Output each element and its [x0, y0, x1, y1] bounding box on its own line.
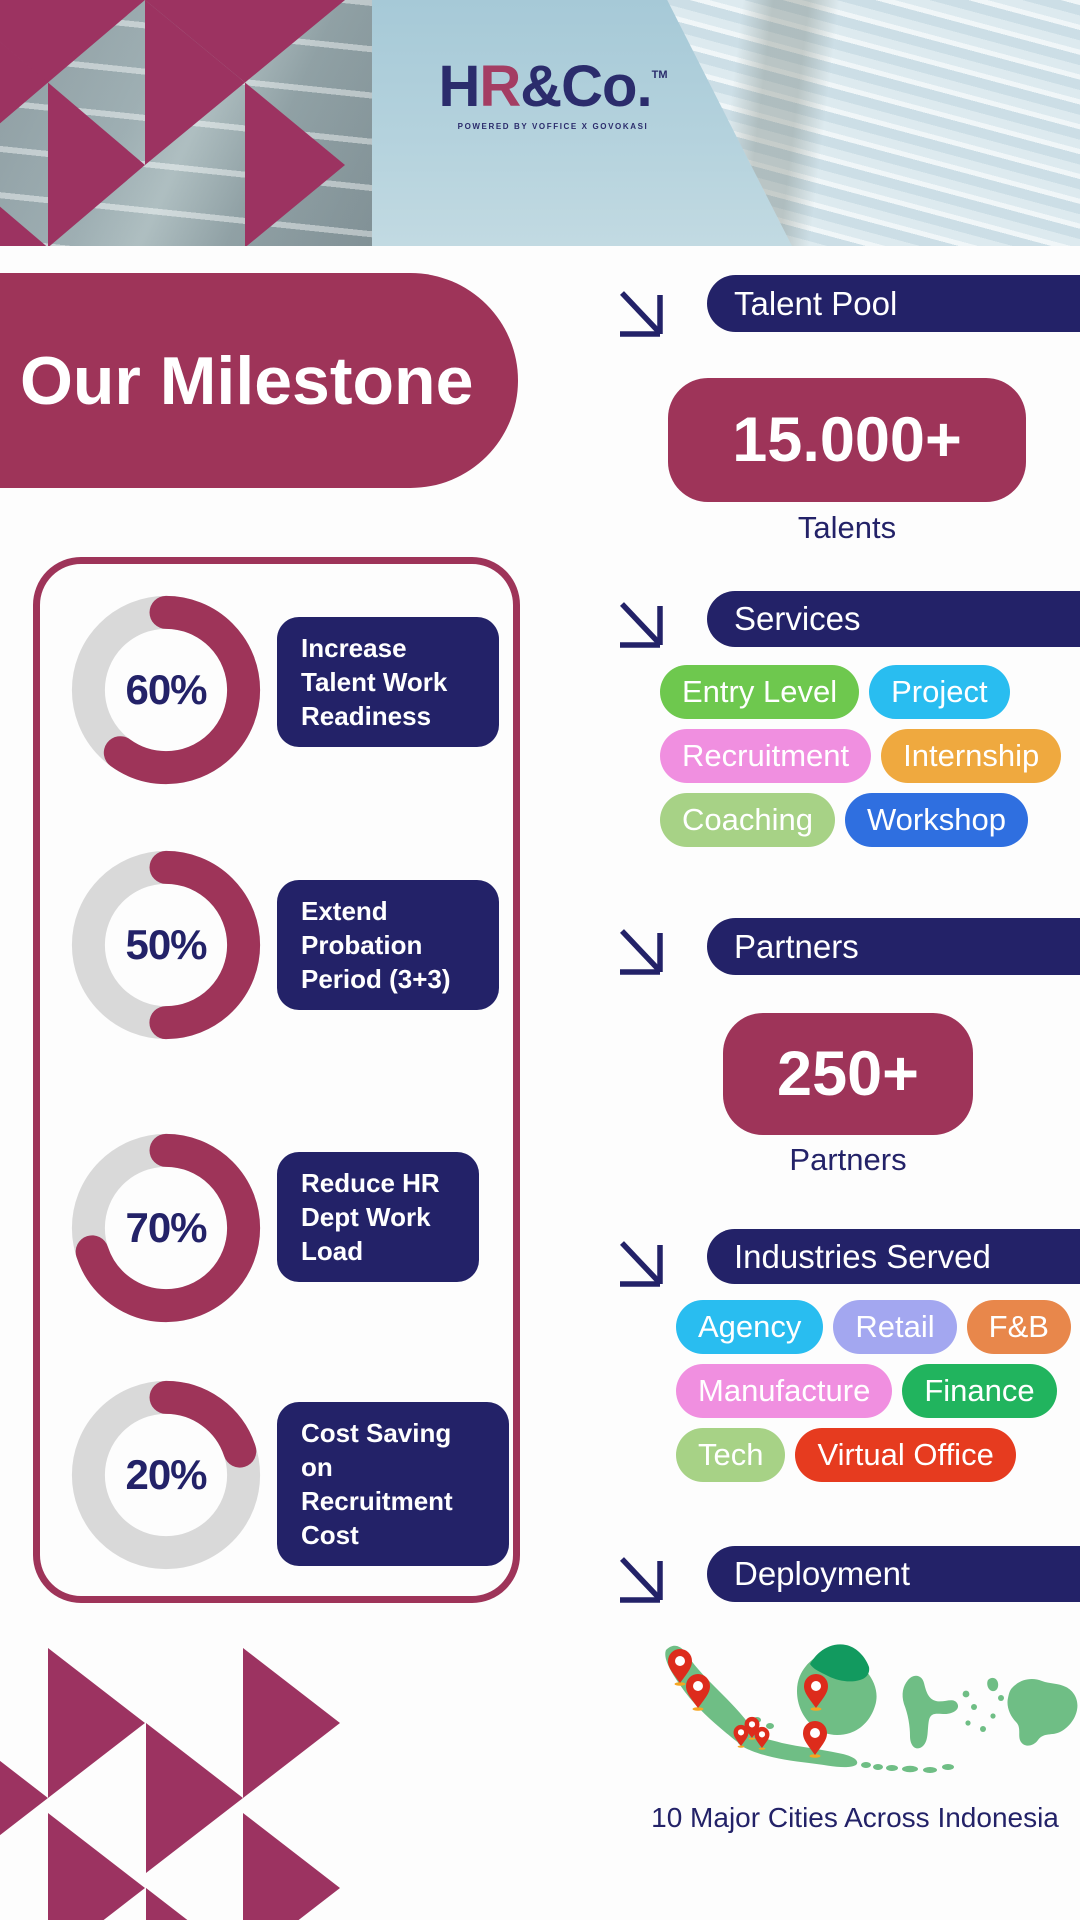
milestones-card: 60% Increase Talent Work Readiness 50% E…	[33, 557, 520, 1603]
map-pins	[668, 1649, 828, 1758]
donut-arc	[71, 1133, 261, 1323]
indonesia-map	[660, 1636, 1080, 1798]
service-tag: Project	[869, 665, 1010, 719]
services-tag-row: Coaching Workshop	[660, 793, 1071, 847]
donut-arc	[71, 1380, 261, 1570]
partners-stat-box: 250+	[723, 1013, 973, 1135]
industries-tag-row: Manufacture Finance	[676, 1364, 1080, 1418]
milestone-label-1: Increase Talent Work Readiness	[277, 617, 499, 747]
milestone-label-4: Cost Saving on Recruitment Cost	[277, 1402, 509, 1566]
map-pin	[733, 1724, 749, 1748]
section-title: Services	[734, 600, 861, 637]
page-title: Our Milestone	[20, 342, 474, 419]
brand-logo-text: HR&Co.TM	[428, 58, 678, 116]
section-header-deployment: Deployment	[707, 1546, 1080, 1602]
map-pin	[804, 1674, 828, 1711]
services-tag-row: Entry Level Project	[660, 665, 1071, 719]
donut-percent: 50%	[125, 921, 207, 968]
section-title: Partners	[734, 927, 859, 965]
donut-arc	[71, 595, 261, 785]
logo-letter-h: H	[438, 54, 481, 119]
industry-tag: F&B	[966, 1300, 1071, 1354]
donut-chart-4: 20%	[69, 1378, 263, 1572]
industry-tag: Manufacture	[676, 1364, 893, 1418]
section-header-services: Services	[707, 591, 1080, 647]
section-title: Talent Pool	[734, 284, 898, 322]
industries-tag-row: Tech Virtual Office	[676, 1428, 1080, 1482]
arrow-down-right-icon	[620, 291, 663, 337]
section-header-talent-pool: Talent Pool	[707, 275, 1080, 332]
arrow-down-right-icon	[620, 1241, 663, 1287]
triangle-mosaic-top-left	[0, 0, 345, 246]
industries-tags: Agency Retail F&B Manufacture Finance Te…	[676, 1300, 1080, 1492]
service-tag: Internship	[881, 729, 1062, 783]
donut-chart-2: 50%	[69, 848, 263, 1042]
section-header-partners: Partners	[707, 918, 1080, 975]
donut-arc	[71, 850, 261, 1040]
trademark-mark: TM	[651, 69, 668, 81]
industry-tag: Virtual Office	[795, 1428, 1016, 1482]
map-pin	[668, 1649, 692, 1686]
map-pin	[686, 1674, 710, 1711]
services-tag-row: Recruitment Internship	[660, 729, 1071, 783]
partners-stat: 250+	[777, 1039, 919, 1109]
services-tags: Entry Level Project Recruitment Internsh…	[660, 665, 1071, 857]
header-photo: HR&Co.TM POWERED BY VOFFICE X GOVOKASI	[0, 0, 1080, 246]
brand-tagline: POWERED BY VOFFICE X GOVOKASI	[457, 122, 649, 131]
industries-tag-row: Agency Retail F&B	[676, 1300, 1080, 1354]
page-title-box: Our Milestone	[0, 273, 518, 488]
talent-pool-caption: Talents	[797, 510, 897, 545]
section-title: Deployment	[734, 1555, 911, 1592]
donut-chart-3: 70%	[69, 1131, 263, 1325]
talent-pool-stat: 15.000+	[732, 405, 962, 475]
industry-tag: Retail	[833, 1300, 957, 1354]
talent-pool-stat-box: 15.000+	[668, 378, 1026, 502]
milestone-label-3: Reduce HR Dept Work Load	[277, 1152, 479, 1282]
logo-co: &Co.	[520, 54, 652, 119]
service-tag: Entry Level	[660, 665, 860, 719]
triangle-mosaic-bottom-left	[0, 1648, 340, 1920]
donut-percent: 20%	[125, 1451, 207, 1498]
industry-tag: Finance	[902, 1364, 1057, 1418]
service-tag: Recruitment	[660, 729, 872, 783]
section-title: Industries Served	[734, 1237, 991, 1275]
map-pin	[803, 1721, 827, 1758]
donut-percent: 70%	[125, 1204, 207, 1251]
deployment-caption: 10 Major Cities Across Indonesia	[651, 1802, 1059, 1833]
donut-percent: 60%	[125, 666, 207, 713]
brand-logo: HR&Co.TM POWERED BY VOFFICE X GOVOKASI	[428, 58, 678, 132]
arrow-down-right-icon	[620, 602, 663, 648]
service-tag: Workshop	[844, 793, 1028, 847]
arrow-down-right-icon	[620, 1557, 663, 1603]
industry-tag: Agency	[676, 1300, 824, 1354]
map-pin	[754, 1726, 770, 1750]
section-header-industries: Industries Served	[707, 1229, 1080, 1284]
logo-letter-r: R	[479, 54, 521, 119]
partners-caption: Partners	[789, 1142, 907, 1177]
arrow-down-right-icon	[620, 929, 663, 975]
industry-tag: Tech	[676, 1428, 786, 1482]
service-tag: Coaching	[660, 793, 835, 847]
donut-chart-1: 60%	[69, 593, 263, 787]
milestone-label-2: Extend Probation Period (3+3)	[277, 880, 499, 1010]
